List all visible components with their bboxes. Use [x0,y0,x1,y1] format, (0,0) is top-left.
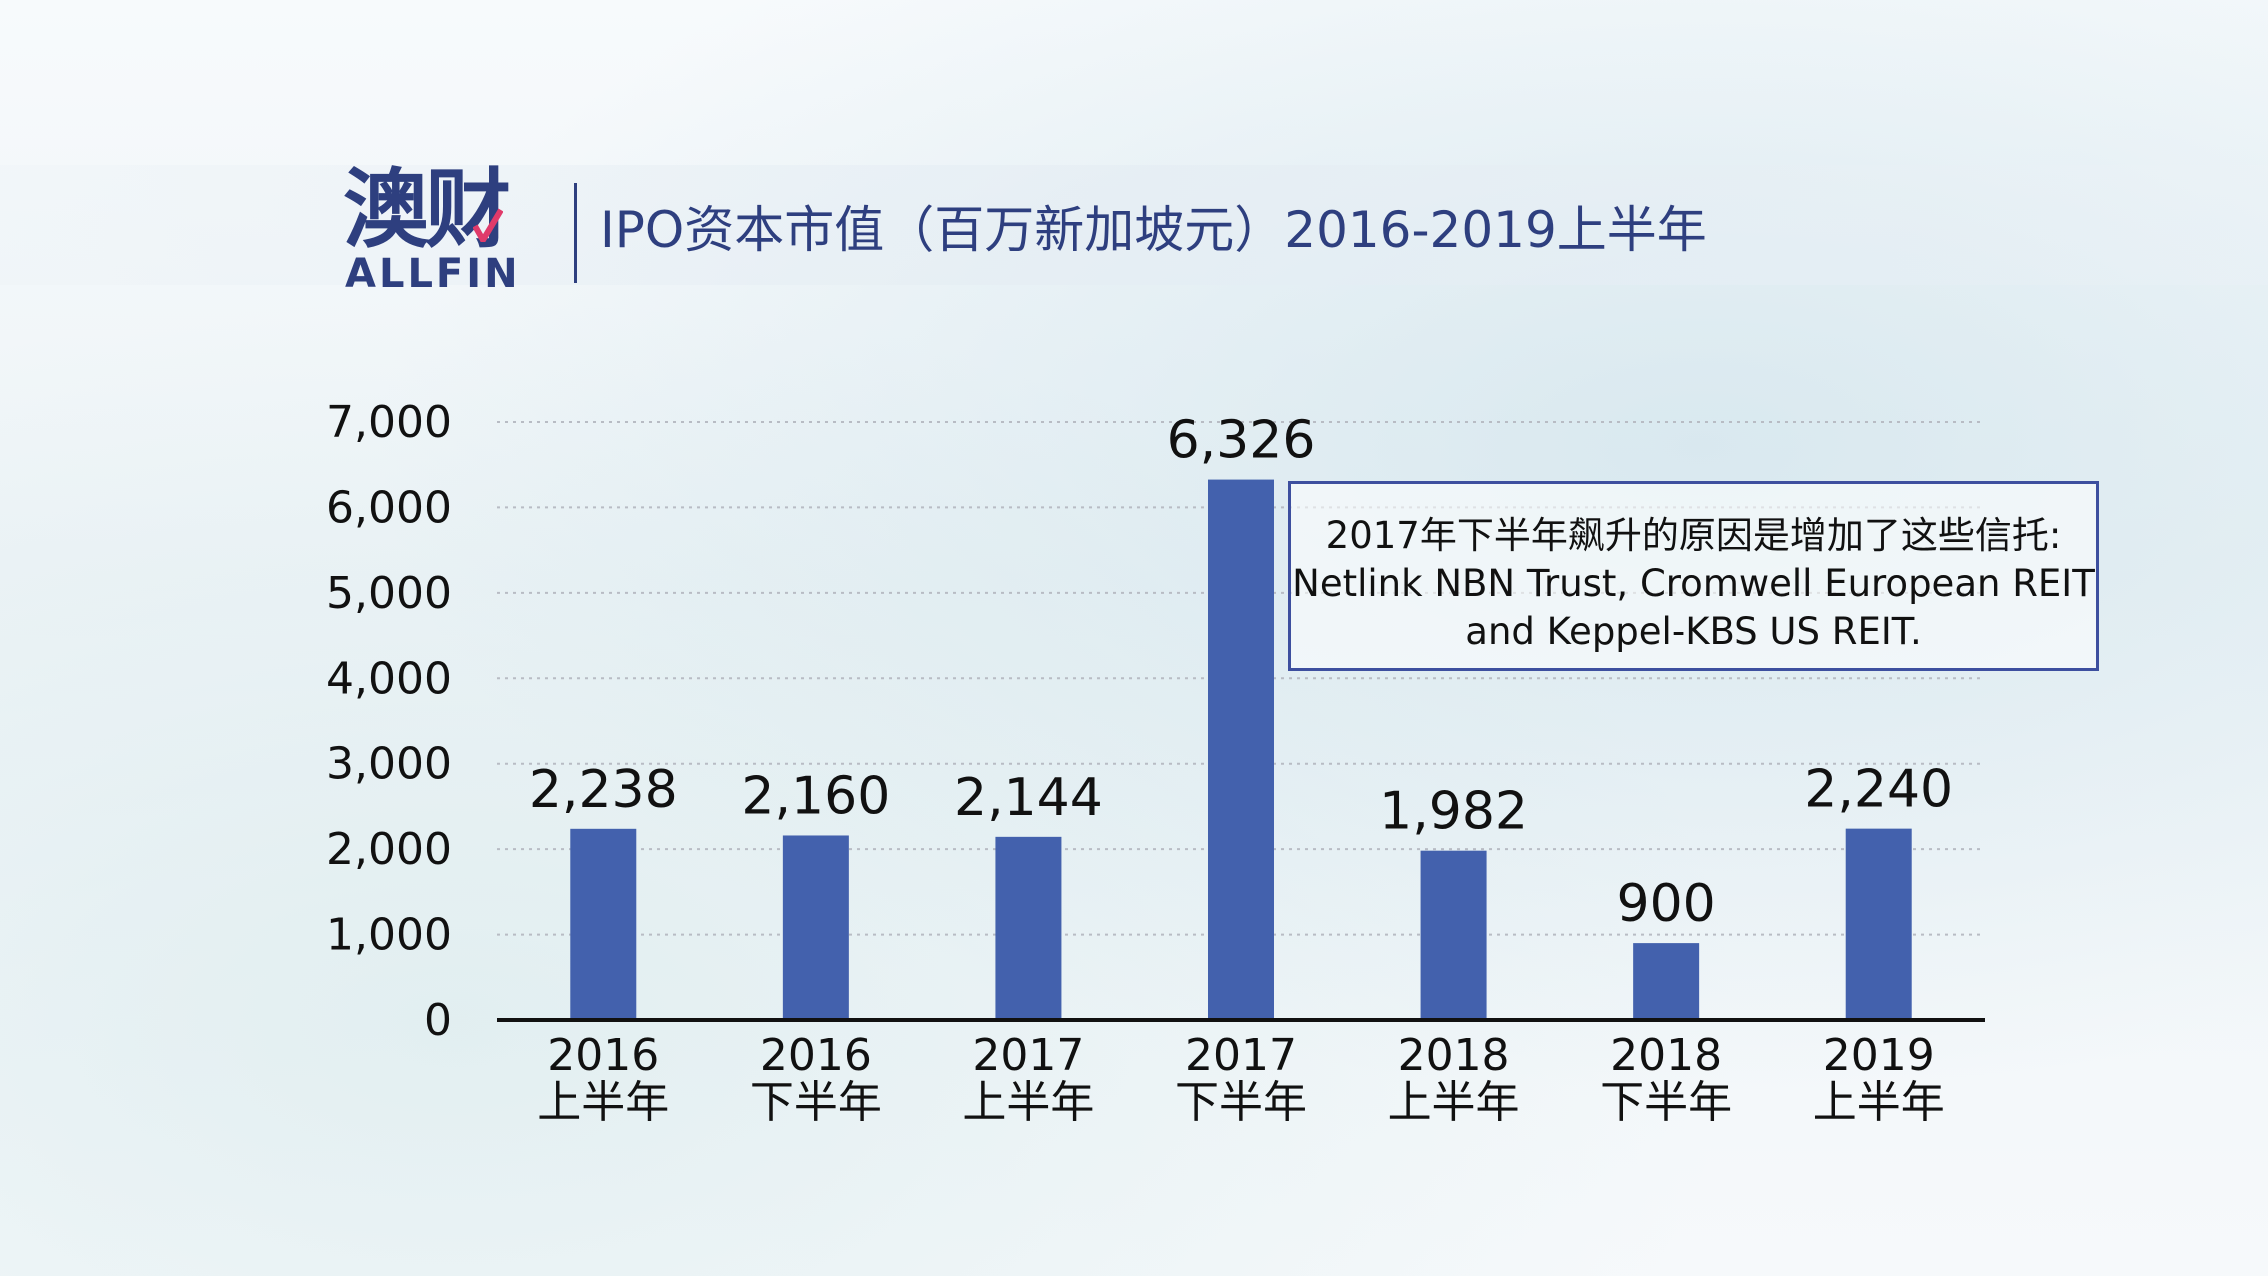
value-label: 2,144 [954,768,1103,828]
y-axis-ticks: 0 1,000 2,000 3,000 4,000 5,000 6,000 7,000 [326,397,452,1046]
x-tick-year: 2018 [1398,1030,1510,1081]
bar [1420,850,1487,1020]
y-tick-label: 7,000 [326,397,452,448]
value-label: 6,326 [1167,411,1316,471]
bar [1633,943,1700,1020]
title-divider [574,183,577,283]
x-axis-ticks: 2016上半年2016下半年2017上半年2017下半年2018上半年2018下… [537,1030,1944,1128]
value-label: 2,160 [741,766,890,826]
x-tick-half: 上半年 [537,1077,669,1128]
x-tick-half: 上半年 [1388,1077,1520,1128]
background-band [0,165,2268,285]
y-tick-label: 6,000 [326,482,452,533]
y-tick-label: 1,000 [326,910,452,961]
y-tick-label: 2,000 [326,824,452,875]
y-tick-label: 0 [424,995,452,1046]
logo-chinese-text: 澳财 [343,160,511,260]
x-tick-year: 2018 [1610,1030,1722,1081]
value-label: 2,240 [1804,760,1953,820]
logo-english-text: ALLFIN [345,251,521,297]
value-label: 900 [1617,874,1716,934]
annotation-line-1: 2017年下半年飙升的原因是增加了这些信托: [1325,514,2062,557]
x-tick-half: 下半年 [1600,1077,1732,1128]
x-tick-half: 下半年 [750,1077,882,1128]
value-label: 2,238 [529,760,678,820]
y-tick-label: 5,000 [326,568,452,619]
logo-check-mark-icon [473,208,503,242]
x-tick-half: 上半年 [1813,1077,1945,1128]
x-tick-year: 2016 [547,1030,659,1081]
allfin-logo: 澳财 ALLFIN [343,160,533,300]
annotation-line-2: Netlink NBN Trust, Cromwell European REI… [1292,562,2095,605]
bar [570,828,637,1020]
bars [570,479,1912,1020]
x-tick-year: 2016 [760,1030,872,1081]
y-tick-label: 3,000 [326,739,452,790]
x-tick-year: 2019 [1823,1030,1935,1081]
bar [1208,479,1274,1020]
x-tick-half: 下半年 [1175,1077,1307,1128]
x-tick-half: 上半年 [962,1077,1094,1128]
annotation-line-3: and Keppel-KBS US REIT. [1465,610,1922,653]
bar [995,836,1062,1020]
x-tick-year: 2017 [1185,1030,1297,1081]
annotation-box: 2017年下半年飙升的原因是增加了这些信托: Netlink NBN Trust… [1288,481,2099,671]
value-labels: 2,238 2,160 2,144 6,326 1,982 900 2,240 [529,411,1953,935]
y-tick-label: 4,000 [326,653,452,704]
bar [1845,828,1912,1020]
value-label: 1,982 [1379,782,1528,842]
bar [782,835,849,1020]
x-tick-year: 2017 [972,1030,1084,1081]
chart-title: IPO资本市值（百万新加坡元）2016-2019上半年 [600,201,1707,259]
